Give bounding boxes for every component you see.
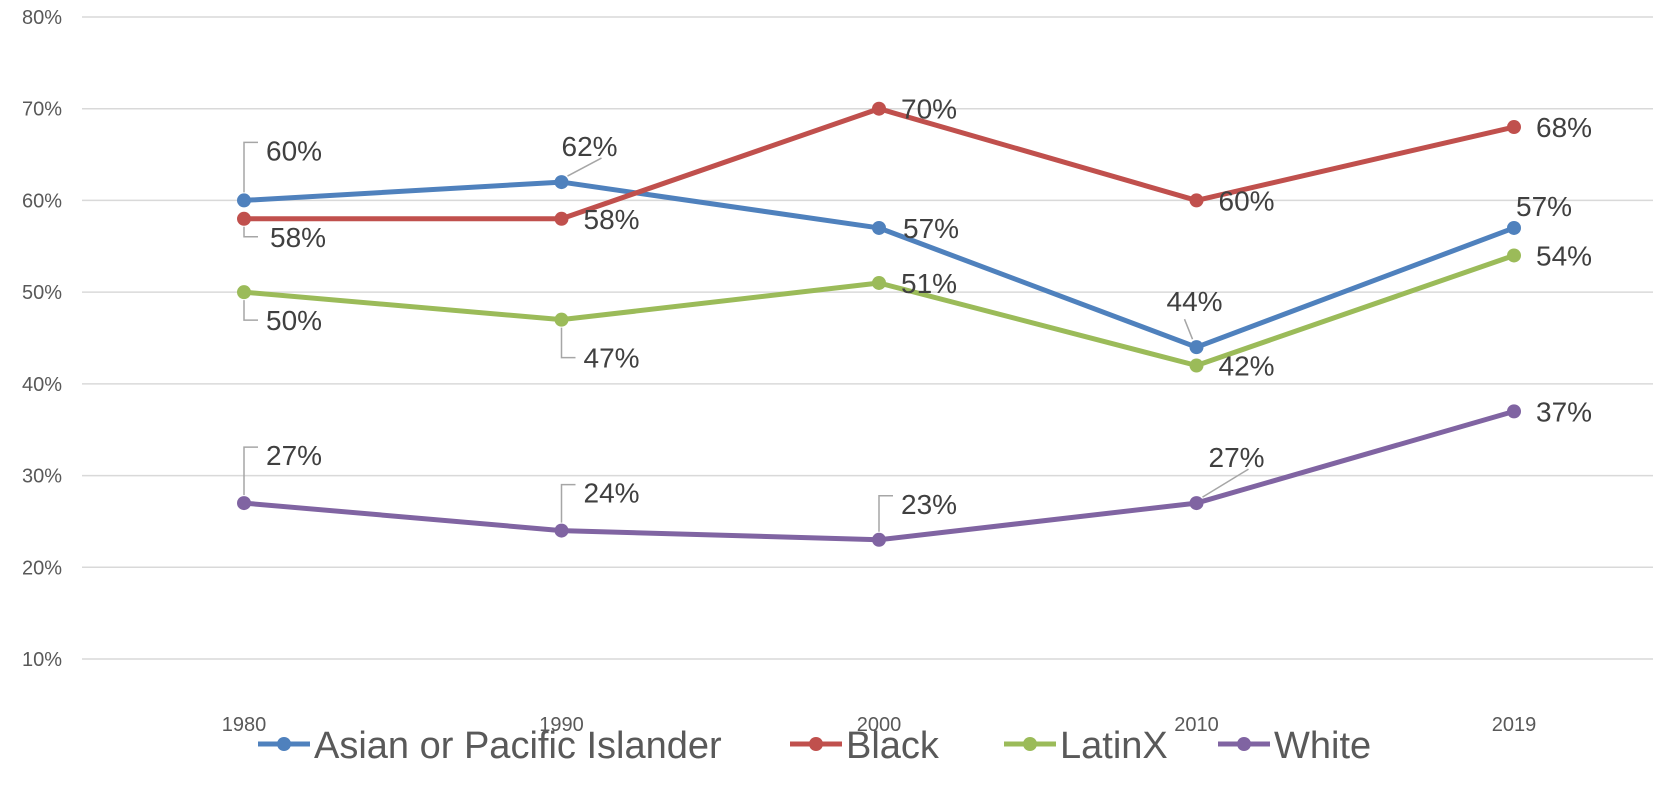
label-leader-line [243, 226, 258, 238]
data-point [1507, 404, 1521, 419]
legend-label: Black [846, 725, 940, 767]
x-tick-label: 2010 [1174, 714, 1219, 736]
legend-item-asian-or-pacific-islander: Asian or Pacific Islander [258, 725, 722, 767]
data-label: 57% [1516, 191, 1572, 222]
data-label: 50% [266, 305, 322, 336]
x-axis: 1980 1990 2000 2010 2019 [222, 714, 1537, 736]
series-line [241, 106, 1517, 222]
legend-swatch-marker [1023, 737, 1037, 751]
series-lines [237, 101, 1521, 547]
data-point [872, 275, 886, 290]
data-label: 60% [266, 135, 322, 166]
x-tick-label: 1980 [222, 714, 267, 736]
data-label: 54% [1536, 240, 1592, 271]
data-point [237, 211, 251, 226]
data-point [554, 175, 569, 190]
y-tick-label: 20% [22, 557, 62, 579]
data-label: 62% [562, 131, 618, 162]
data-point [872, 101, 886, 116]
data-label: 37% [1536, 396, 1592, 427]
legend-swatch-marker [809, 737, 823, 751]
legend-item-black: Black [790, 725, 940, 767]
x-tick-label: 2000 [857, 714, 902, 736]
y-tick-label: 10% [22, 649, 62, 671]
data-label: 70% [901, 94, 957, 125]
data-label: 58% [584, 204, 640, 235]
label-leader-line [1183, 318, 1194, 340]
legend-swatch-marker [1237, 737, 1251, 751]
y-tick-label: 80% [22, 7, 62, 29]
data-label: 23% [901, 489, 957, 520]
data-point [1507, 220, 1521, 235]
data-label: 27% [1209, 442, 1265, 473]
data-point [554, 211, 569, 226]
series-black [237, 101, 1521, 226]
series-asian-or-pacific-islander [237, 175, 1521, 355]
y-tick-label: 60% [22, 190, 62, 212]
data-point [872, 220, 886, 235]
data-point [1189, 358, 1204, 373]
data-point [872, 532, 886, 547]
data-label: 27% [266, 440, 322, 471]
data-labels: 60% 62% 57% 44% 57% 58% 58% 70% 60% 68% 50% 47% 51% 4… [243, 94, 1592, 532]
y-tick-label: 40% [22, 374, 62, 396]
legend-label: Asian or Pacific Islander [314, 725, 722, 767]
y-tick-label: 50% [22, 282, 62, 304]
label-leader-line [560, 483, 576, 523]
legend: Asian or Pacific Islander Black LatinX Whit… [258, 725, 1371, 767]
gridlines [82, 16, 1653, 660]
x-tick-label: 2019 [1492, 714, 1537, 736]
label-leader-line [878, 495, 893, 532]
data-label: 51% [901, 268, 957, 299]
data-label: 60% [1219, 185, 1275, 216]
legend-swatch-marker [277, 737, 291, 751]
data-point [554, 523, 569, 538]
label-leader-line [1202, 468, 1249, 498]
data-label: 24% [584, 478, 640, 509]
data-point [1507, 120, 1521, 135]
data-label: 58% [270, 222, 326, 253]
y-tick-label: 70% [22, 99, 62, 121]
x-tick-label: 1990 [539, 714, 584, 736]
data-point [1507, 248, 1521, 263]
legend-item-white: White [1218, 725, 1371, 767]
data-label: 68% [1536, 112, 1592, 143]
data-point [1189, 340, 1204, 355]
data-label: 44% [1167, 286, 1223, 317]
data-label: 57% [903, 213, 959, 244]
label-leader-line [243, 446, 258, 496]
y-axis: 10% 20% 30% 40% 50% 60% 70% 80% [22, 7, 62, 671]
series-line [241, 252, 1517, 369]
data-point [1189, 496, 1204, 511]
data-point [237, 193, 251, 208]
data-point [237, 285, 251, 300]
data-label: 47% [584, 343, 640, 374]
legend-label: White [1274, 725, 1371, 767]
y-tick-label: 30% [22, 466, 62, 488]
series-latinx [237, 248, 1521, 373]
label-leader-line [243, 141, 258, 193]
label-leader-line [560, 327, 576, 359]
label-leader-line [243, 300, 258, 321]
data-point [1189, 193, 1204, 208]
legend-label: LatinX [1060, 725, 1168, 767]
data-label: 42% [1219, 351, 1275, 382]
data-point [237, 496, 251, 511]
data-point [554, 312, 569, 327]
label-leader-line [567, 157, 602, 177]
legend-item-latinx: LatinX [1004, 725, 1168, 767]
series-white [237, 404, 1521, 547]
